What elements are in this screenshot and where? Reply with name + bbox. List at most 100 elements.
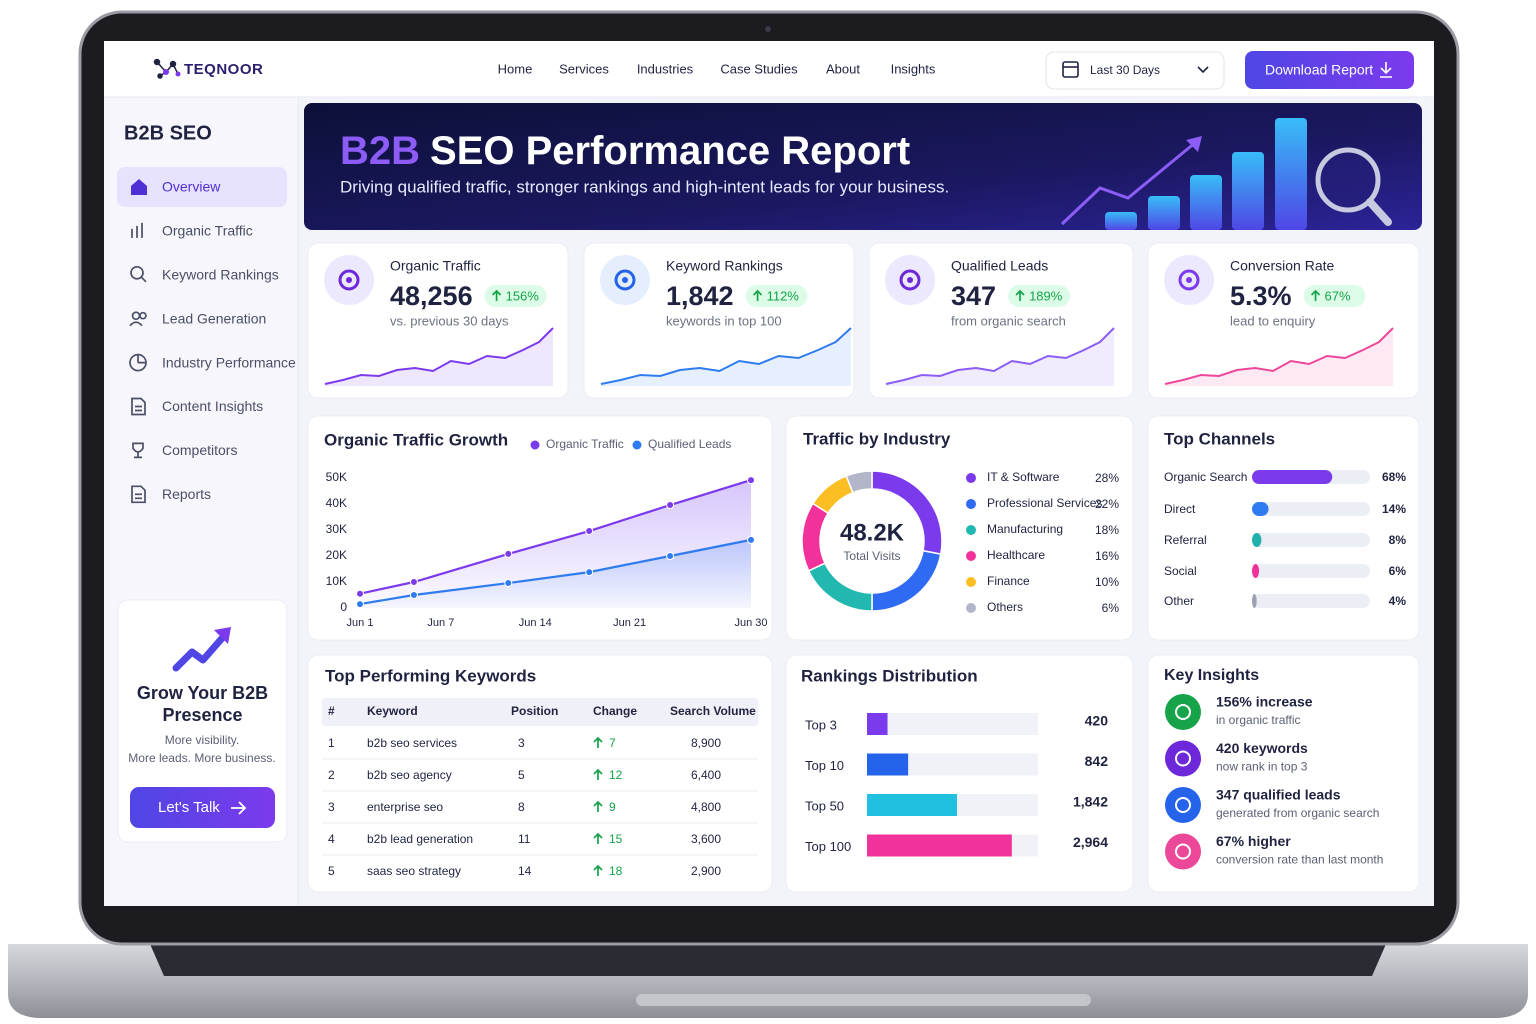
- table-cell: 3,600: [691, 832, 721, 846]
- decor-magnifier: [1366, 198, 1392, 226]
- download-button[interactable]: Download Report: [1245, 51, 1414, 89]
- sparkline: [600, 327, 852, 385]
- dropdown-box[interactable]: [1045, 51, 1225, 90]
- insight-title: 67% higher: [1216, 833, 1291, 849]
- kpi-value: 5.3%: [1230, 281, 1292, 311]
- nav-link[interactable]: Home: [498, 61, 533, 76]
- x-tick-label: Jun 21: [613, 617, 646, 629]
- kpi-change: 189%: [1029, 288, 1063, 303]
- value-label: 28%: [1095, 471, 1119, 485]
- date-range-label[interactable]: Last 30 Days: [1090, 63, 1160, 77]
- x-tick-label: Jun 1: [347, 617, 374, 629]
- kpi-icon: [338, 269, 360, 291]
- camera: [765, 26, 771, 32]
- kpi-change: 156%: [506, 288, 540, 303]
- value-label: 1,842: [1073, 794, 1108, 810]
- donut-center-value: 48.2K: [840, 519, 905, 546]
- legend-dot: [966, 577, 976, 587]
- table-cell: enterprise seo: [367, 800, 443, 814]
- up-arrow-icon: [1310, 289, 1321, 301]
- table-cell: 3: [518, 736, 525, 750]
- table-cell: 14: [518, 864, 532, 878]
- menu-item[interactable]: Content Insights: [162, 398, 263, 414]
- home-icon: [131, 179, 147, 195]
- chart-title: Traffic by Industry: [803, 429, 951, 448]
- date-range-dropdown[interactable]: Last 30 Days: [1045, 51, 1225, 90]
- y-tick-label: 20K: [326, 548, 347, 562]
- data-point: [409, 591, 418, 599]
- legend-label: Qualified Leads: [648, 437, 731, 451]
- nav-link[interactable]: Services: [559, 61, 609, 76]
- nav-link[interactable]: Insights: [891, 61, 936, 76]
- table-cell: 5: [328, 864, 335, 878]
- menu-item[interactable]: Competitors: [162, 442, 237, 458]
- up-arrow-icon: [593, 736, 603, 748]
- bar: [867, 753, 909, 776]
- lets-talk-button[interactable]: Let's Talk: [130, 787, 275, 828]
- menu-item[interactable]: Overview: [162, 179, 221, 195]
- insight-text: generated from organic search: [1216, 806, 1379, 820]
- doc-icon: [131, 485, 146, 504]
- nav-link[interactable]: About: [826, 61, 860, 76]
- x-tick-label: Jun 14: [519, 617, 552, 629]
- menu-icon: [131, 222, 143, 238]
- change-badge: [1303, 285, 1366, 307]
- insight-title: 347 qualified leads: [1216, 787, 1341, 803]
- chart-card: [785, 415, 1134, 641]
- bar-track: [1252, 594, 1370, 608]
- bar-track: [1252, 533, 1370, 547]
- table-cell: b2b seo agency: [367, 768, 452, 782]
- sparkline: [324, 327, 554, 385]
- promo-text: More visibility.: [165, 733, 239, 747]
- kpi-change: 67%: [1325, 288, 1351, 303]
- active-menu-highlight: [117, 167, 287, 207]
- insights-title: Key Insights: [1164, 667, 1259, 684]
- value-label: 8%: [1389, 533, 1407, 547]
- search-icon: [130, 265, 144, 280]
- table-cell: 1: [328, 736, 335, 750]
- laptop-keyboard: [150, 944, 1386, 976]
- kpi-card: [1147, 242, 1420, 399]
- value-label: 4%: [1389, 594, 1407, 608]
- nav-link[interactable]: Case Studies: [720, 61, 798, 76]
- decor-arrow: [1060, 140, 1197, 226]
- legend-dot: [966, 603, 976, 613]
- table-cell: 2,900: [691, 864, 721, 878]
- sparkline-area: [1165, 328, 1393, 386]
- menu-item[interactable]: Reports: [162, 486, 211, 502]
- up-arrow-icon: [593, 864, 603, 876]
- trophy-icon: [132, 442, 144, 459]
- kpi-icon: [622, 277, 628, 283]
- legend-dot: [966, 499, 976, 509]
- data-point: [747, 535, 755, 544]
- kpi-note: lead to enquiry: [1230, 313, 1316, 328]
- button-bg[interactable]: [130, 787, 275, 828]
- table-cell: 15: [609, 832, 623, 846]
- nav-link[interactable]: Industries: [637, 61, 694, 76]
- sparkline-area: [325, 328, 553, 386]
- value-label: 842: [1085, 753, 1109, 769]
- menu-item[interactable]: Lead Generation: [162, 310, 266, 326]
- bar: [867, 794, 957, 816]
- kpi-card: [583, 242, 855, 399]
- hero-illustration: [1060, 118, 1392, 230]
- button-label[interactable]: Let's Talk: [158, 799, 220, 816]
- menu-item[interactable]: Organic Traffic: [162, 223, 253, 239]
- button-label[interactable]: Download Report: [1265, 62, 1373, 78]
- table-cell: 8: [518, 800, 525, 814]
- hero-subtitle: Driving qualified traffic, stronger rank…: [340, 177, 949, 196]
- insight-text: in organic traffic: [1216, 713, 1301, 727]
- hero-banner: [304, 103, 1422, 230]
- data-point: [585, 527, 594, 536]
- search-icon: [140, 276, 147, 283]
- chart-title: Rankings Distribution: [801, 666, 978, 685]
- table-header: Search Volume: [670, 704, 756, 718]
- chevron: [1197, 66, 1209, 74]
- category-label: Referral: [1164, 533, 1207, 547]
- button-bg[interactable]: [1245, 51, 1414, 89]
- data-point: [356, 589, 364, 598]
- users-icon: [129, 321, 143, 327]
- menu-item[interactable]: Industry Performance: [162, 354, 296, 370]
- data-point: [666, 552, 675, 560]
- menu-item[interactable]: Keyword Rankings: [162, 267, 279, 283]
